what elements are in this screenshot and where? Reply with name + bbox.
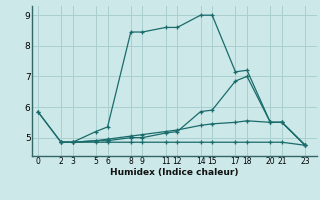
X-axis label: Humidex (Indice chaleur): Humidex (Indice chaleur) [110,168,239,177]
